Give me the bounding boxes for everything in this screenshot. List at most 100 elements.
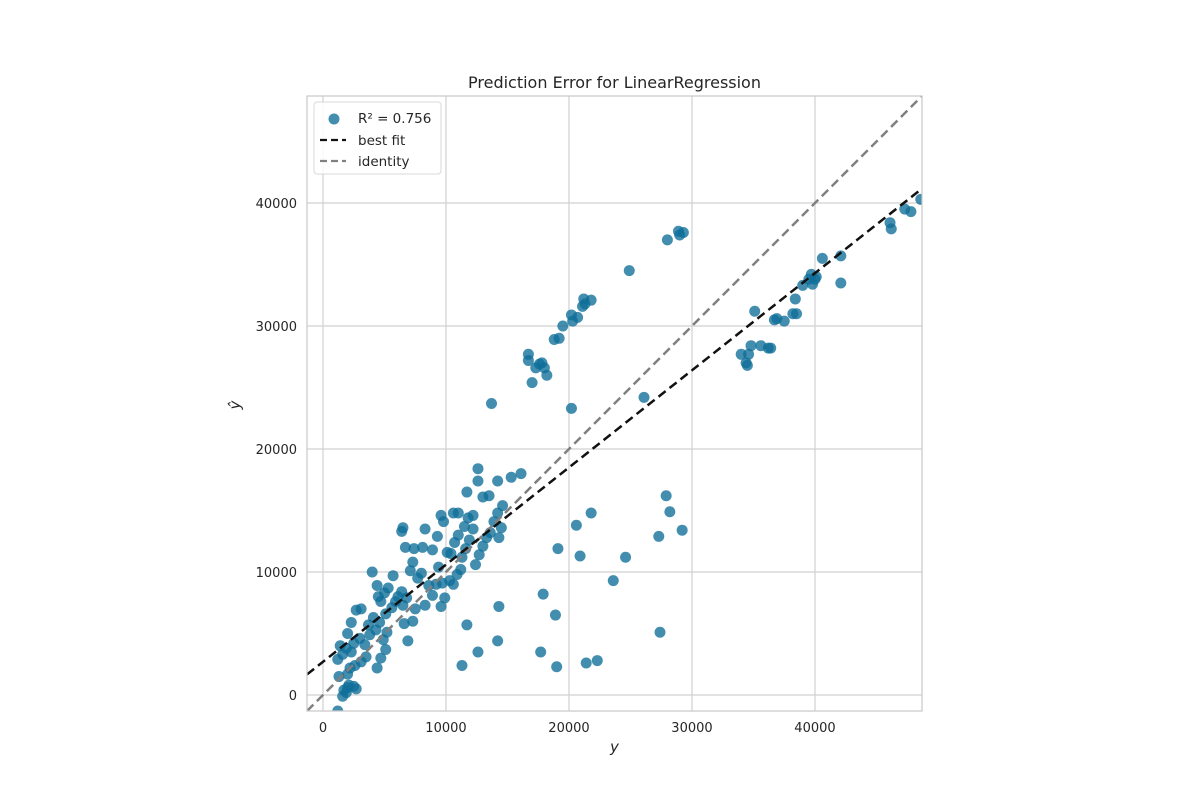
data-point [654, 626, 666, 638]
data-point [905, 206, 917, 218]
data-point [477, 540, 489, 552]
data-point [493, 600, 505, 612]
data-point [526, 377, 538, 389]
data-point [638, 391, 650, 403]
data-point [350, 683, 362, 695]
data-point [355, 603, 367, 615]
data-point [461, 619, 473, 631]
data-point [456, 659, 468, 671]
data-point [415, 567, 427, 579]
x-tick-label: 20000 [548, 721, 589, 736]
data-point [551, 661, 563, 673]
data-point [623, 265, 635, 277]
data-point [493, 532, 505, 544]
data-point [470, 559, 482, 571]
data-point [387, 570, 399, 582]
data-point [447, 578, 459, 590]
data-point [439, 592, 451, 604]
data-point [591, 655, 603, 667]
data-point [664, 506, 676, 518]
y-axis-label: ŷ [226, 399, 244, 410]
chart-title: Prediction Error for LinearRegression [468, 73, 761, 92]
data-point [677, 227, 689, 239]
legend: R² = 0.756 best fit identity [313, 101, 442, 175]
data-point [472, 646, 484, 658]
data-point [585, 507, 597, 519]
data-point [371, 662, 383, 674]
data-point [461, 486, 473, 498]
data-point [441, 546, 453, 558]
data-point [492, 475, 504, 487]
x-tick-label: 40000 [794, 721, 835, 736]
data-point [541, 369, 553, 381]
data-point [366, 566, 378, 578]
data-point [486, 398, 497, 409]
data-point [749, 305, 761, 317]
data-point [661, 234, 673, 246]
data-point [333, 671, 345, 683]
data-point [495, 522, 507, 534]
data-point [676, 524, 688, 536]
data-point [375, 652, 387, 664]
data-point [398, 618, 410, 630]
data-point [535, 646, 547, 658]
data-point [492, 635, 504, 647]
data-point [408, 543, 420, 555]
best-fit-line [307, 187, 922, 676]
data-point [452, 507, 464, 519]
legend-identity-label: identity [358, 154, 410, 170]
data-point [473, 549, 485, 561]
data-point [359, 639, 371, 651]
data-point [580, 657, 592, 669]
data-point [467, 523, 479, 535]
y-tick-label: 0 [289, 689, 297, 704]
data-point [572, 311, 584, 323]
data-point [536, 357, 548, 369]
data-point [885, 223, 897, 235]
data-point [570, 519, 582, 531]
data-point [360, 651, 372, 663]
data-point [380, 644, 392, 655]
data-point [552, 543, 564, 555]
data-point [549, 609, 561, 621]
axis-ticks: 0 10000 20000 30000 40000 0 10000 20000 30000 400… [256, 197, 836, 736]
data-point [419, 523, 431, 535]
data-point [745, 340, 757, 352]
data-point [455, 564, 467, 576]
legend-r2-marker [328, 113, 340, 125]
data-point [407, 556, 419, 568]
data-point [426, 544, 438, 556]
data-point [585, 294, 597, 306]
y-tick-label: 40000 [256, 197, 297, 212]
legend-r2-label: R² = 0.756 [358, 111, 431, 127]
y-tick-label: 10000 [256, 566, 297, 581]
data-point [765, 342, 777, 354]
data-point [431, 530, 443, 542]
legend-best-fit-label: best fit [358, 133, 405, 149]
data-point [435, 600, 447, 612]
data-point [835, 250, 847, 262]
data-point [653, 530, 665, 542]
data-point [467, 509, 479, 521]
data-point [791, 308, 803, 320]
identity-line [307, 96, 922, 711]
data-point [497, 500, 509, 512]
y-tick-label: 20000 [256, 443, 297, 458]
x-axis-label: y [609, 738, 620, 756]
data-point [332, 705, 344, 711]
data-point [426, 589, 438, 601]
data-point [537, 588, 549, 600]
data-point [438, 516, 450, 528]
data-point [515, 468, 527, 480]
y-tick-label: 30000 [256, 320, 297, 335]
grid-lines [307, 96, 922, 711]
data-point [789, 293, 801, 305]
data-point [522, 348, 534, 360]
data-point [743, 348, 755, 360]
data-point [371, 580, 383, 592]
reference-lines [307, 96, 922, 711]
x-tick-label: 30000 [671, 721, 712, 736]
data-point [458, 521, 470, 532]
